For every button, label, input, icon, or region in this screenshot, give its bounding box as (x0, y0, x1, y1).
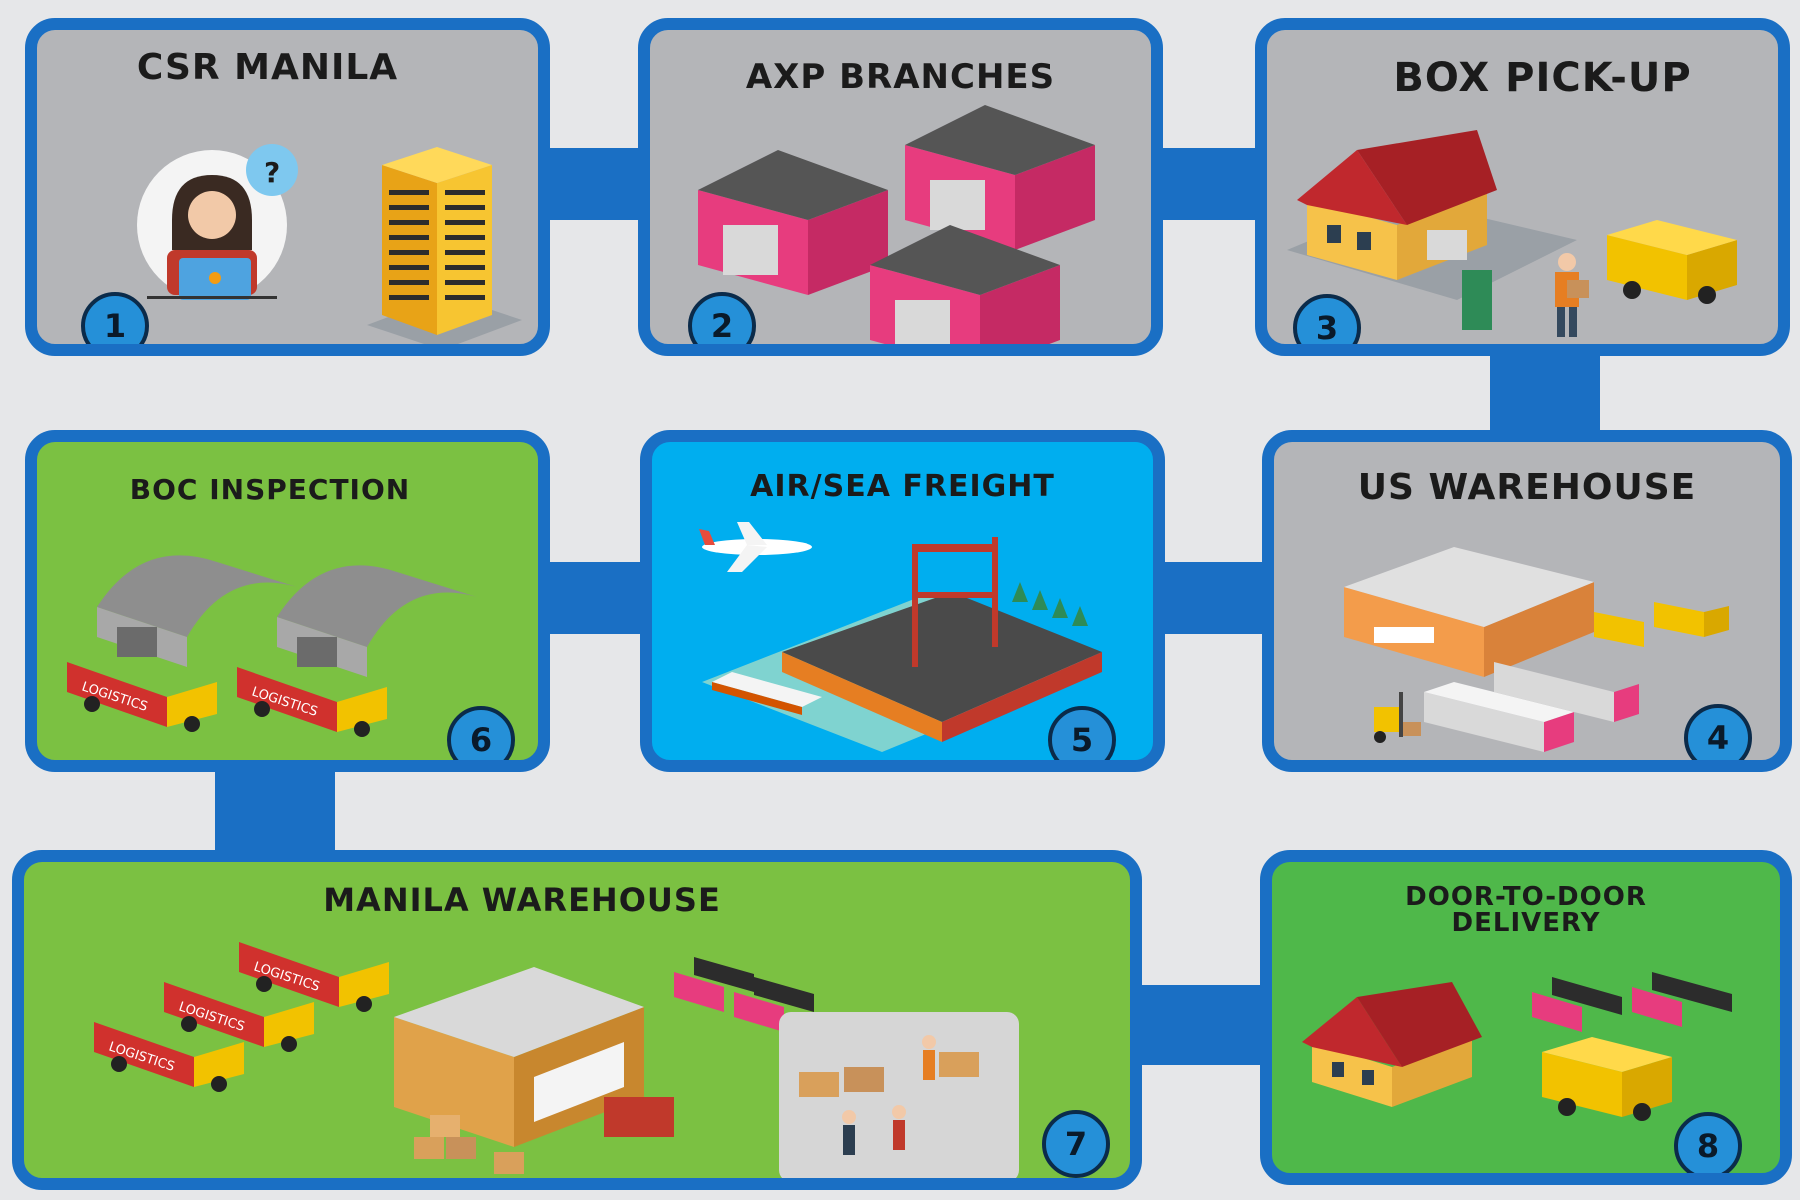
warehouse-icon (394, 967, 674, 1147)
step-number-badge: 7 (1042, 1110, 1110, 1178)
boxes-icon (414, 1115, 524, 1174)
logistics-truck-icon: LOGISTICS (164, 982, 314, 1052)
branch-building-icon (698, 150, 888, 295)
warehouse-icon (1344, 547, 1594, 677)
office-tower-icon (367, 147, 522, 344)
cargo-ship-icon (712, 672, 822, 715)
semi-trailer-icon (1424, 662, 1639, 752)
customer-service-agent-icon: ? (137, 144, 298, 300)
step-card-csr-manila: CSR MANILA ? 1 (25, 18, 550, 356)
quonset-hangar-icon (277, 565, 477, 677)
branch-building-icon (870, 225, 1060, 344)
house-icon (1302, 982, 1482, 1107)
step-card-boc-inspection: BOC INSPECTION LOGISTICS LOGISTICS 6 (25, 430, 550, 772)
step-title: CSR MANILA (136, 47, 399, 88)
step-title: US WAREHOUSE (1357, 467, 1697, 508)
delivery-van-icon (1607, 220, 1737, 304)
logistics-truck-icon: LOGISTICS (239, 942, 389, 1012)
step-title: MANILA WAREHOUSE (323, 881, 721, 919)
connector-4-5 (1150, 562, 1280, 634)
quonset-hangar-icon (97, 555, 297, 667)
step-card-air-sea-freight: AIR/SEA FREIGHT 5 (640, 430, 1165, 772)
branch-building-icon (905, 105, 1095, 250)
logistics-truck-icon: LOGISTICS (237, 667, 387, 737)
step-number-badge: 1 (81, 292, 149, 344)
box-truck-icon (674, 957, 814, 1032)
step-number-badge: 6 (447, 706, 515, 760)
logistics-truck-icon: LOGISTICS (94, 1022, 244, 1092)
step-card-axp-branches: AXP BRANCHES 2 (638, 18, 1163, 356)
forklift-icon (1374, 692, 1421, 743)
step-card-us-warehouse: US WAREHOUSE 4 (1262, 430, 1792, 772)
step-number-badge: 3 (1293, 294, 1361, 344)
house-icon (1287, 130, 1577, 330)
step-title: AXP BRANCHES (745, 57, 1056, 97)
step-title: AIR/SEA FREIGHT (750, 469, 1055, 504)
step-title: DOOR-TO-DOOR DELIVERY (1405, 882, 1647, 938)
courier-icon (1555, 253, 1589, 337)
logistics-truck-icon: LOGISTICS (67, 662, 217, 732)
step-title: BOX PICK-UP (1393, 55, 1692, 101)
delivery-van-icon (1542, 1037, 1672, 1121)
step-card-manila-warehouse: MANILA WAREHOUSE LOGISTICS LOGISTICS LOG… (12, 850, 1142, 1190)
step-number-badge: 5 (1048, 706, 1116, 760)
airplane-icon (699, 522, 812, 572)
svg-text:?: ? (264, 156, 280, 189)
step-card-door-to-door-delivery: DOOR-TO-DOOR DELIVERY 8 (1260, 850, 1792, 1185)
step-number-badge: 4 (1684, 704, 1752, 760)
delivery-van-icon (1594, 602, 1729, 647)
step-title: BOC INSPECTION (129, 473, 411, 506)
step-number-badge: 8 (1674, 1112, 1742, 1173)
step-number-badge: 2 (688, 292, 756, 344)
workers-icon (779, 1012, 1019, 1178)
step-card-box-pick-up: BOX PICK-UP 3 (1255, 18, 1790, 356)
box-truck-icon (1532, 972, 1732, 1032)
